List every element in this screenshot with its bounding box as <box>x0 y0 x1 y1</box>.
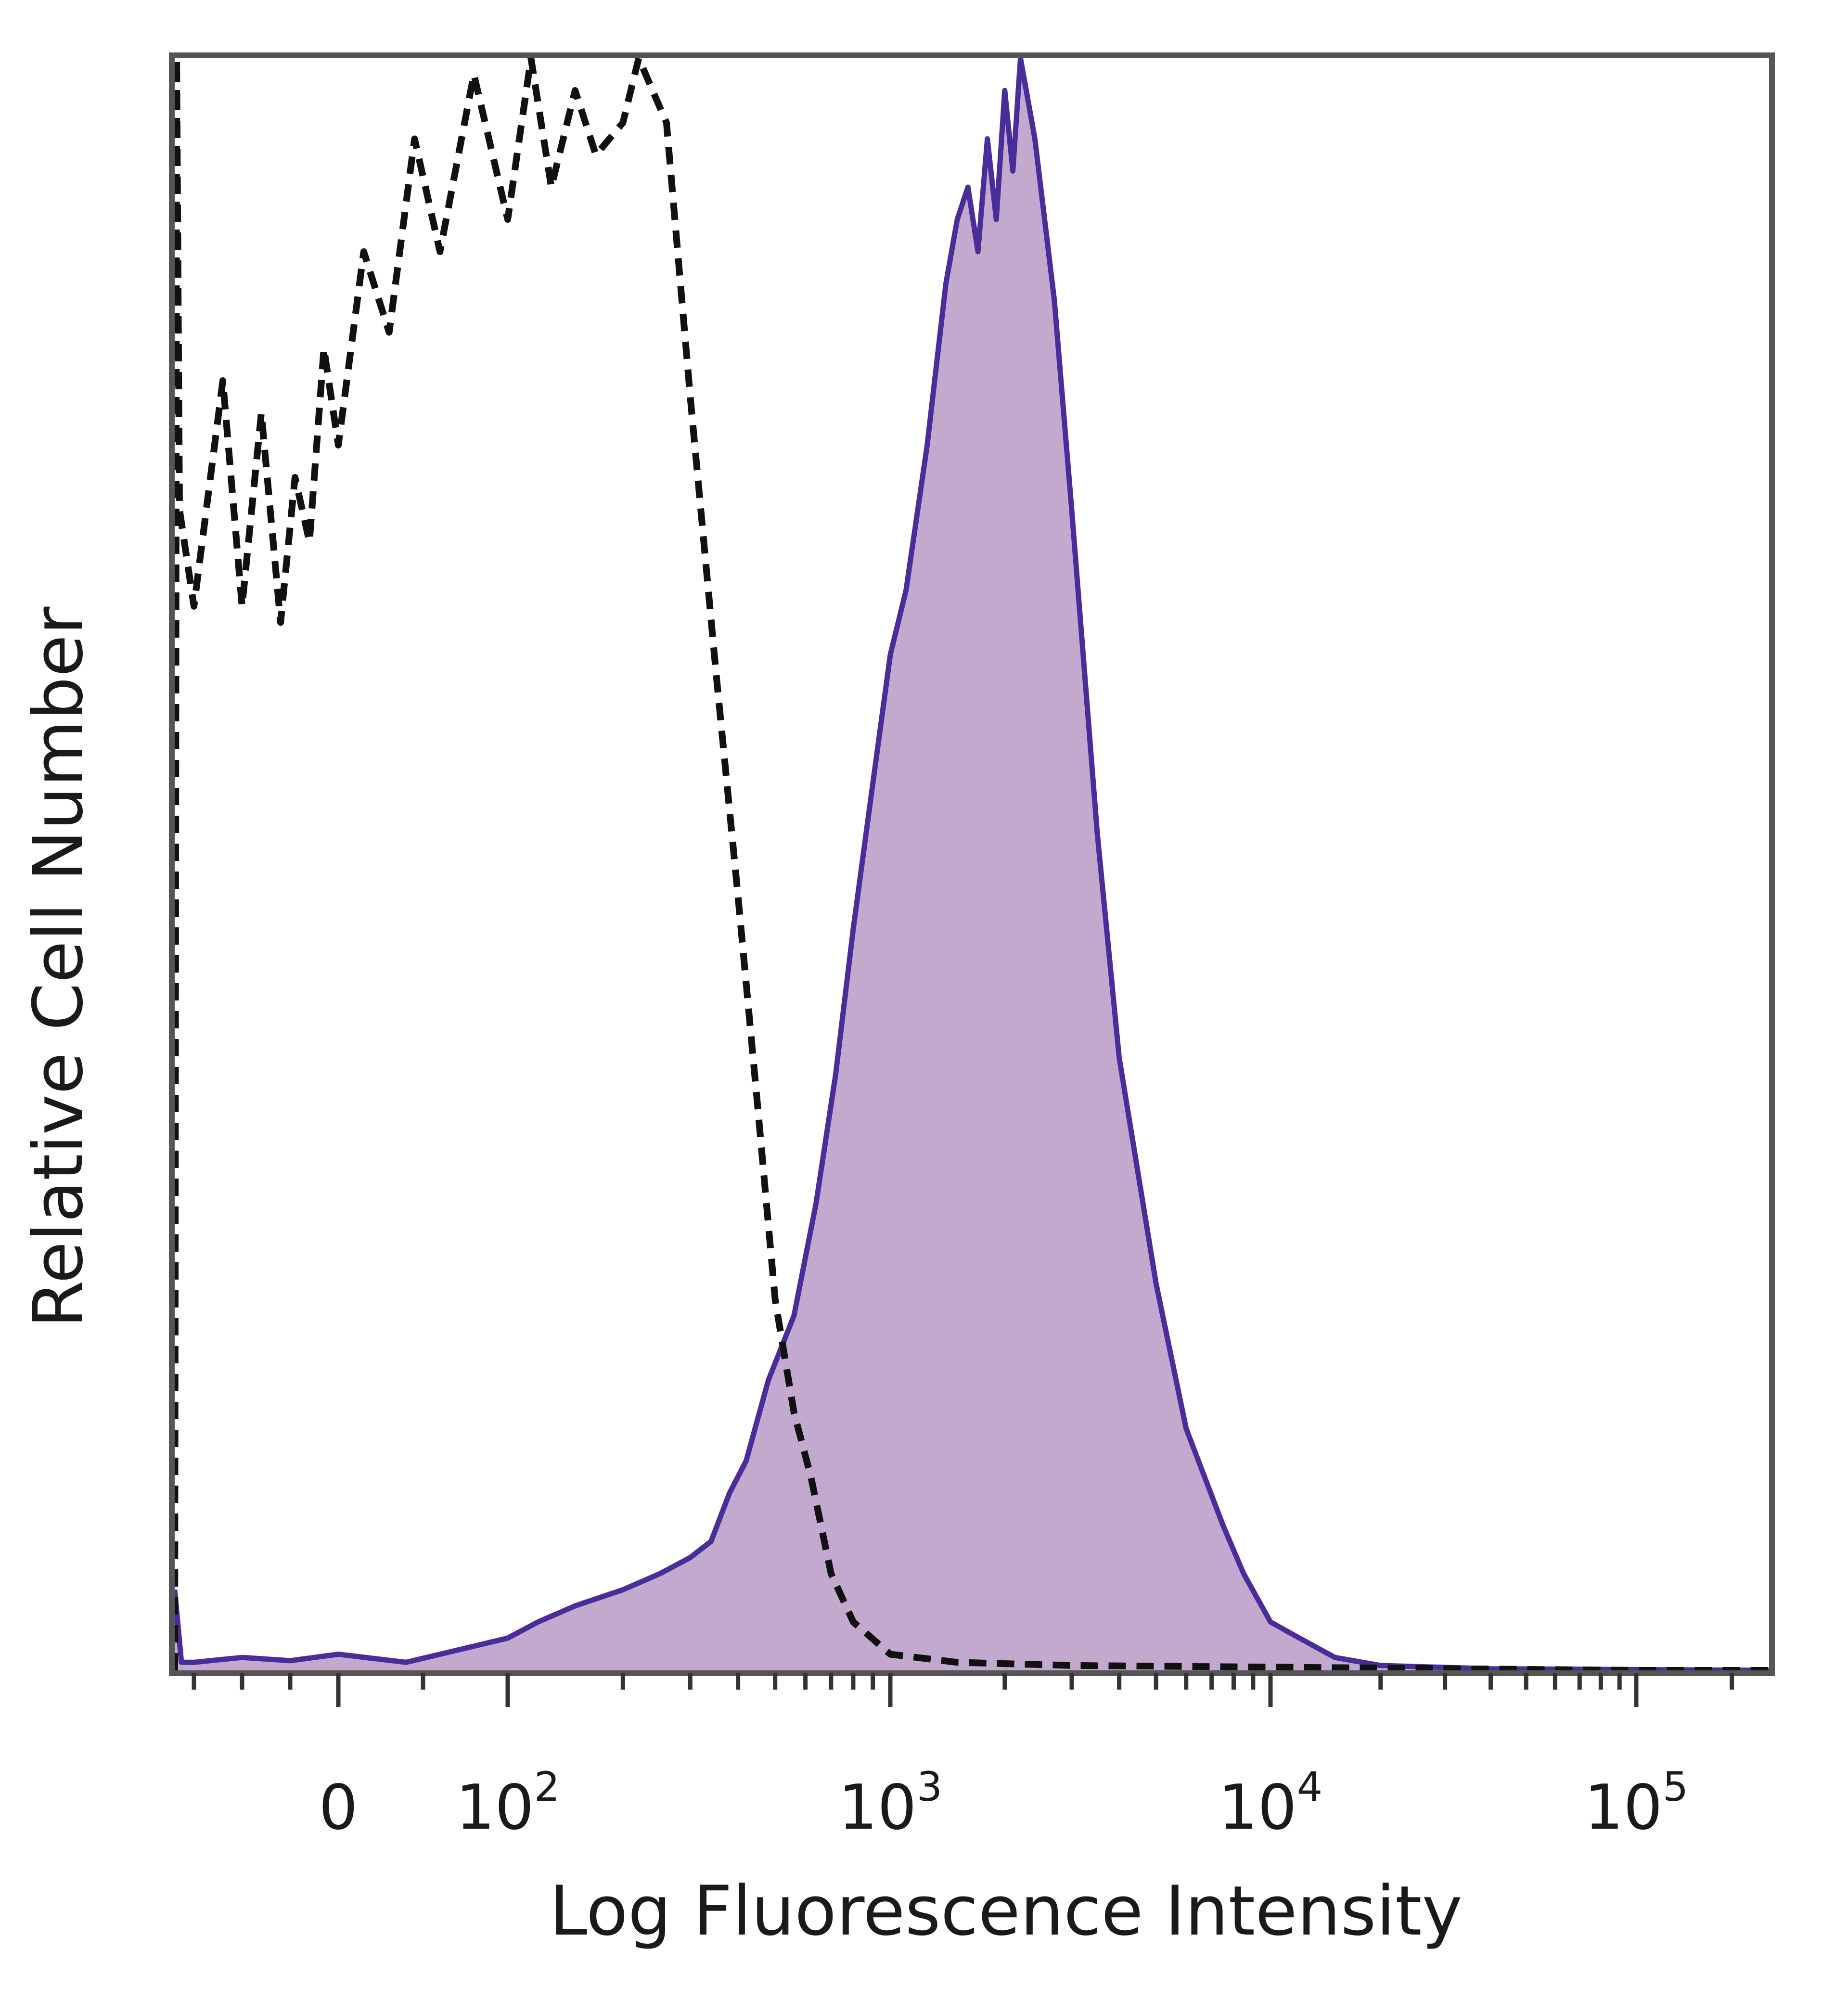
control-histogram-line <box>171 55 1769 1674</box>
x-tick-label: 105 <box>1584 1763 1688 1844</box>
x-axis-title: Log Fluorescence Intensity <box>549 1872 1462 1951</box>
x-tick-label: 102 <box>456 1763 560 1844</box>
stained-histogram-line <box>172 55 1770 1673</box>
plot-frame <box>169 52 1775 1676</box>
x-tick-label: 0 <box>319 1772 358 1844</box>
x-axis-tick-labels: 0 102 103 104 105 <box>319 1763 1688 1844</box>
stained-histogram-fill <box>175 58 1769 1670</box>
x-tick-label: 103 <box>838 1763 942 1844</box>
y-axis-title: Relative Cell Number <box>19 606 98 1328</box>
plot-area <box>171 55 1770 1674</box>
x-tick-label: 104 <box>1219 1763 1322 1844</box>
x-axis-ticks <box>192 1673 1734 1707</box>
